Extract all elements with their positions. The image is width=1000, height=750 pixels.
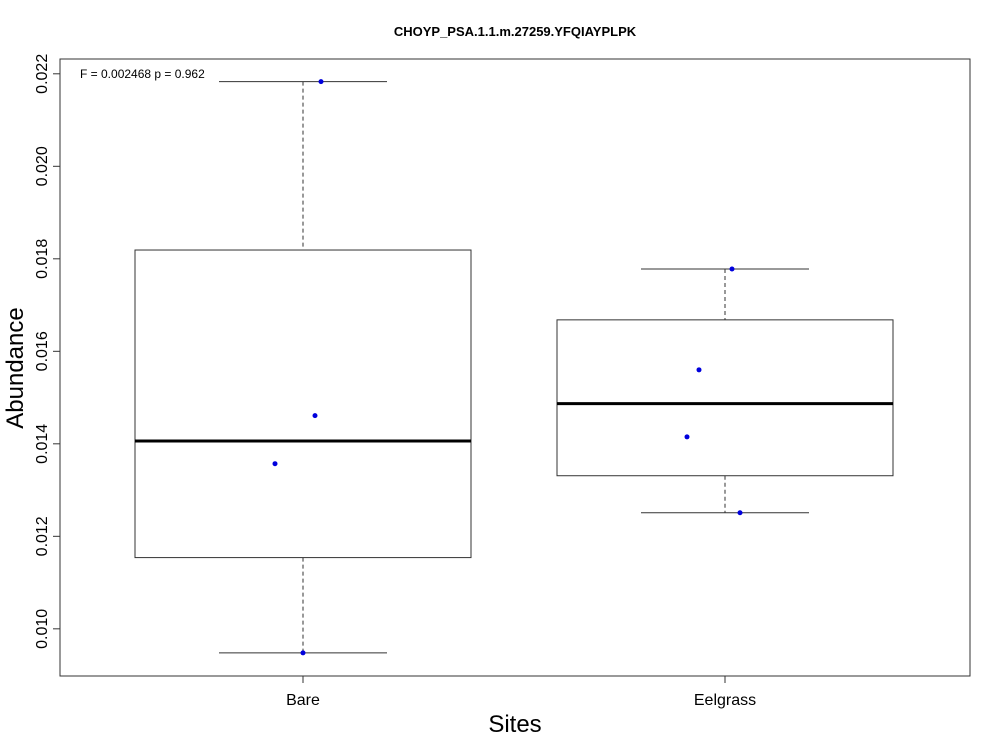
data-point <box>696 367 702 373</box>
data-point <box>737 510 743 516</box>
x-axis: Bare Eelgrass <box>286 676 756 709</box>
y-tick-label: 0.014 <box>34 424 51 464</box>
stats-annotation: F = 0.002468 p = 0.962 <box>80 67 205 81</box>
data-point <box>318 79 324 85</box>
chart-title: CHOYP_PSA.1.1.m.27259.YFQIAYPLPK <box>394 24 637 39</box>
box-bare <box>134 79 472 656</box>
x-axis-label: Sites <box>488 711 541 738</box>
iqr-box <box>556 319 894 477</box>
y-tick-label: 0.012 <box>34 516 51 556</box>
boxes <box>134 79 894 656</box>
data-point <box>272 461 278 467</box>
y-axis-label: Abundance <box>2 307 29 428</box>
y-tick-label: 0.020 <box>34 146 51 186</box>
plot-frame <box>59 58 971 677</box>
data-point <box>684 434 690 440</box>
data-point <box>312 413 318 419</box>
data-point <box>729 266 735 272</box>
data-point <box>300 650 306 656</box>
y-tick-label: 0.016 <box>34 331 51 371</box>
box-eelgrass <box>556 266 894 516</box>
y-tick-label: 0.022 <box>34 54 51 94</box>
iqr-box <box>134 249 472 559</box>
x-tick-label: Bare <box>286 692 320 709</box>
y-tick-label: 0.010 <box>34 609 51 649</box>
x-tick-label: Eelgrass <box>694 692 756 709</box>
y-axis: 0.010 0.012 0.014 0.016 0.018 0.020 0.022 <box>34 54 61 649</box>
y-tick-label: 0.018 <box>34 239 51 279</box>
